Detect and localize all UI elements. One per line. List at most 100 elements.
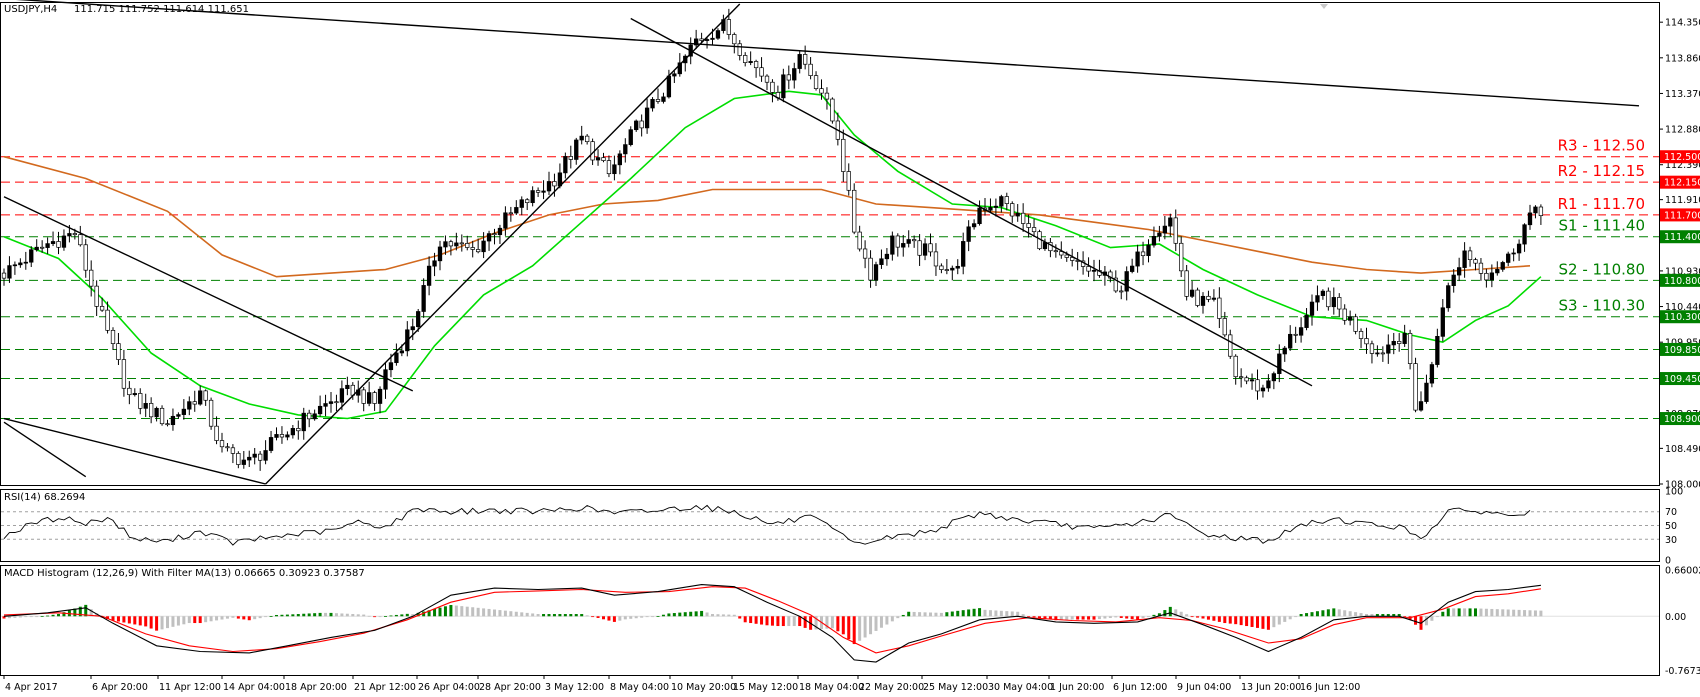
macd-histogram-bar bbox=[858, 616, 862, 641]
candle-body bbox=[1446, 285, 1451, 309]
macd-histogram-bar bbox=[35, 616, 39, 618]
macd-histogram-bar bbox=[1299, 614, 1303, 617]
candle-body bbox=[486, 233, 492, 242]
candle-body bbox=[94, 285, 99, 307]
candle-body bbox=[1042, 242, 1048, 250]
candle-body bbox=[568, 156, 573, 160]
macd-histogram-bar bbox=[127, 616, 131, 624]
macd-histogram-bar bbox=[1332, 608, 1336, 617]
macd-histogram-bar bbox=[841, 616, 845, 635]
trendline[interactable] bbox=[630, 17, 1313, 387]
macd-histogram-bar bbox=[318, 612, 322, 617]
macd-histogram-bar bbox=[269, 616, 273, 617]
candle-body bbox=[743, 55, 748, 63]
macd-histogram-bar bbox=[149, 616, 153, 629]
macd-histogram-bar bbox=[945, 612, 949, 617]
candle-body bbox=[1244, 377, 1249, 382]
level-price-badge-label: 111.400 bbox=[1664, 232, 1700, 243]
candle-body bbox=[563, 156, 568, 174]
candle-body bbox=[1429, 364, 1435, 384]
trendline[interactable] bbox=[3, 196, 414, 392]
macd-histogram-bar bbox=[416, 612, 420, 617]
candle-body bbox=[236, 453, 241, 465]
candle-body bbox=[1168, 217, 1173, 227]
macd-histogram-bar bbox=[29, 616, 33, 618]
candle-body bbox=[61, 235, 67, 248]
trendline[interactable] bbox=[3, 421, 87, 478]
time-tick-label: 14 Apr 04:00 bbox=[223, 682, 285, 693]
trendline[interactable] bbox=[265, 3, 741, 485]
macd-histogram-bar bbox=[1403, 616, 1407, 618]
macd-histogram-bar bbox=[1261, 616, 1265, 629]
price-tick-label: 112.390 bbox=[1665, 160, 1700, 171]
candle-body bbox=[1380, 352, 1386, 355]
candle-body bbox=[116, 343, 121, 360]
candle-body bbox=[617, 153, 622, 166]
candle-body bbox=[808, 63, 813, 76]
level-price-badge-label: 110.300 bbox=[1664, 312, 1700, 323]
macd-histogram-bar bbox=[62, 612, 66, 617]
macd-histogram-bar bbox=[351, 614, 355, 617]
candle-body bbox=[83, 244, 88, 271]
candle-body bbox=[895, 235, 900, 248]
candle-body bbox=[465, 243, 470, 248]
macd-histogram-bar bbox=[1223, 616, 1227, 624]
candle-body bbox=[1489, 272, 1495, 281]
trendline[interactable] bbox=[0, 0, 1640, 107]
candle-body bbox=[546, 181, 552, 192]
candle-body bbox=[672, 73, 677, 77]
macd-histogram-bar bbox=[405, 613, 409, 617]
macd-histogram-bar bbox=[1081, 616, 1085, 620]
macd-histogram-bar bbox=[1206, 616, 1210, 620]
candle-body bbox=[1140, 251, 1146, 257]
time-tick-label: 16 Jun 12:00 bbox=[1300, 682, 1360, 693]
macd-histogram-bar bbox=[411, 614, 415, 617]
macd-histogram-bar bbox=[967, 609, 971, 617]
macd-histogram-bar bbox=[885, 616, 889, 625]
macd-histogram-bar bbox=[1452, 608, 1456, 617]
level-label: S3 - 110.30 bbox=[1559, 297, 1646, 315]
candle-body bbox=[214, 425, 219, 441]
macd-histogram-bar bbox=[852, 616, 856, 645]
macd-histogram-bar bbox=[95, 613, 99, 617]
macd-histogram-bar bbox=[215, 616, 219, 621]
candle-body bbox=[993, 205, 999, 208]
macd-histogram-bar bbox=[700, 610, 704, 617]
candle-body bbox=[1108, 271, 1113, 279]
candle-body bbox=[1, 272, 7, 279]
candle-body bbox=[1304, 315, 1309, 328]
macd-histogram-bar bbox=[51, 614, 55, 617]
candle-body bbox=[824, 92, 830, 100]
candle-body bbox=[394, 352, 399, 364]
macd-histogram-bar bbox=[1114, 616, 1118, 618]
macd-histogram-bar bbox=[1141, 616, 1145, 619]
candle-body bbox=[1298, 327, 1304, 336]
macd-histogram-bar bbox=[198, 616, 202, 624]
candle-body bbox=[454, 242, 459, 247]
macd-histogram-bar bbox=[1365, 614, 1368, 617]
macd-panel-frame bbox=[0, 565, 1660, 676]
candle-body bbox=[1119, 290, 1124, 293]
candle-body bbox=[1189, 289, 1195, 297]
candle-body bbox=[459, 242, 464, 245]
macd-histogram-bar bbox=[542, 614, 546, 617]
candle-body bbox=[890, 235, 895, 255]
macd-histogram-bar bbox=[869, 616, 873, 635]
macd-histogram-bar bbox=[661, 614, 665, 617]
macd-histogram-bar bbox=[1266, 616, 1270, 630]
candle-body bbox=[933, 251, 939, 267]
macd-histogram-bar bbox=[591, 616, 595, 618]
macd-histogram-bar bbox=[596, 616, 600, 618]
candle-body bbox=[1113, 277, 1118, 292]
macd-histogram-bar bbox=[138, 616, 142, 626]
macd-histogram-bar bbox=[362, 614, 366, 617]
macd-histogram-bar bbox=[1005, 611, 1009, 617]
macd-histogram-bar bbox=[1533, 610, 1537, 617]
macd-histogram-bar bbox=[1272, 616, 1276, 628]
trendline[interactable] bbox=[3, 417, 266, 485]
macd-histogram-bar bbox=[384, 616, 387, 617]
price-tick-label: 113.370 bbox=[1665, 89, 1700, 100]
shift-marker-icon[interactable] bbox=[1320, 4, 1328, 9]
candle-body bbox=[514, 207, 519, 214]
candle-body bbox=[541, 190, 546, 193]
